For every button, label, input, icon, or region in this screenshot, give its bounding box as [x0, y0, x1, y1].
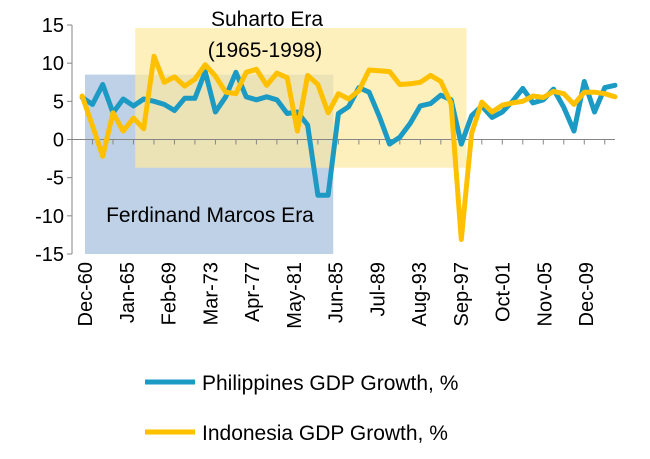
philippines-series-line: [79, 69, 618, 198]
axes: [67, 24, 615, 255]
y-tick-label: 10: [42, 53, 64, 75]
series-lines: [79, 53, 618, 242]
suharto-era-label: Suharto Era: [211, 8, 323, 31]
legend: Philippines GDP Growth, % Indonesia GDP …: [145, 372, 458, 445]
x-tick-labels: Dec-60 Jan-65 Feb-69 Mar-73 Apr-77 May-81 Jun-…: [75, 262, 598, 329]
x-tick-label: Jul-89: [367, 262, 389, 316]
y-tick-label: -5: [46, 168, 64, 190]
indonesia-series-line: [79, 53, 618, 242]
x-tick-label: Nov-05: [534, 262, 556, 326]
legend-label-indonesia: Indonesia GDP Growth, %: [202, 422, 448, 445]
x-tick-label: Sep-97: [451, 262, 473, 327]
y-tick-label: 5: [53, 91, 64, 113]
x-tick-label: May-81: [284, 262, 306, 329]
x-tick-label: Jun-85: [326, 262, 348, 323]
x-tick-label: Dec-09: [576, 262, 598, 326]
x-tick-label: Jan-65: [117, 262, 139, 323]
y-tick-label: 15: [42, 15, 64, 37]
y-tick-labels: -15 -10 -5 0 5 10 15: [35, 15, 64, 266]
x-tick-label: Oct-01: [493, 262, 515, 322]
legend-label-philippines: Philippines GDP Growth, %: [202, 372, 458, 395]
y-tick-label: 0: [53, 130, 64, 152]
x-tick-label: Aug-93: [409, 262, 431, 327]
suharto-era-years-label: (1965-1998): [208, 39, 322, 62]
x-tick-label: Feb-69: [159, 262, 181, 325]
marcos-era-label: Ferdinand Marcos Era: [106, 204, 314, 227]
y-tick-label: -15: [35, 244, 64, 266]
x-tick-label: Apr-77: [242, 262, 264, 322]
x-tick-label: Mar-73: [200, 262, 222, 325]
x-tick-label: Dec-60: [75, 262, 97, 326]
y-tick-label: -10: [35, 206, 64, 228]
